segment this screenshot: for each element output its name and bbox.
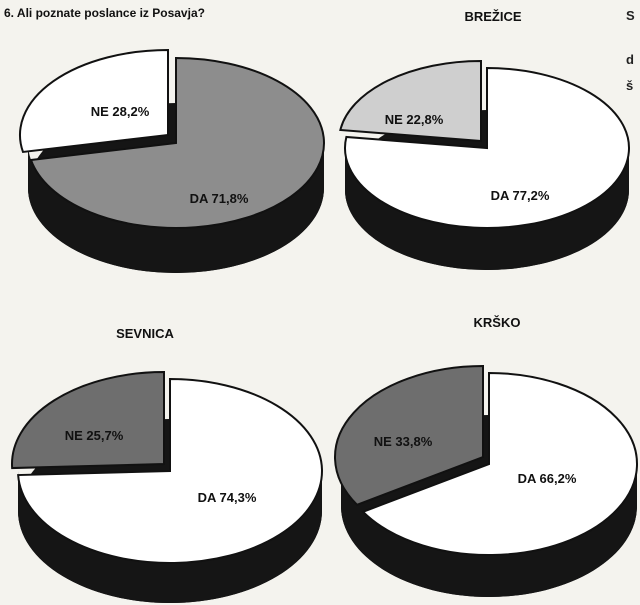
pie-slice-ne xyxy=(19,48,169,154)
label-ne: NE 28,2% xyxy=(91,104,150,119)
label-ne: NE 22,8% xyxy=(385,112,444,127)
label-da: DA 74,3% xyxy=(198,490,257,505)
cropped-edge-letter: S xyxy=(626,8,635,23)
label-ne: NE 33,8% xyxy=(374,434,433,449)
label-da: DA 66,2% xyxy=(518,471,577,486)
cropped-edge-letter: d xyxy=(626,52,634,67)
cropped-edge-letter: š xyxy=(626,78,634,93)
chart-title: SEVNICA xyxy=(116,326,174,341)
question-title: 6. Ali poznate poslance iz Posavja? xyxy=(4,6,205,20)
chart-title: BREŽICE xyxy=(464,9,521,24)
pie-slice-da xyxy=(29,56,325,229)
pie-slice-da xyxy=(17,377,323,564)
label-da: DA 71,8% xyxy=(190,191,249,206)
pie-slice-ne xyxy=(339,59,482,143)
label-da: DA 77,2% xyxy=(491,188,550,203)
pie-slice-ne xyxy=(11,370,165,470)
pie-slice-da xyxy=(361,371,638,556)
label-ne: NE 25,7% xyxy=(65,428,124,443)
pie-slice-ne xyxy=(334,364,484,506)
pie-slice-da xyxy=(344,66,630,229)
chart-title: KRŠKO xyxy=(474,315,521,330)
